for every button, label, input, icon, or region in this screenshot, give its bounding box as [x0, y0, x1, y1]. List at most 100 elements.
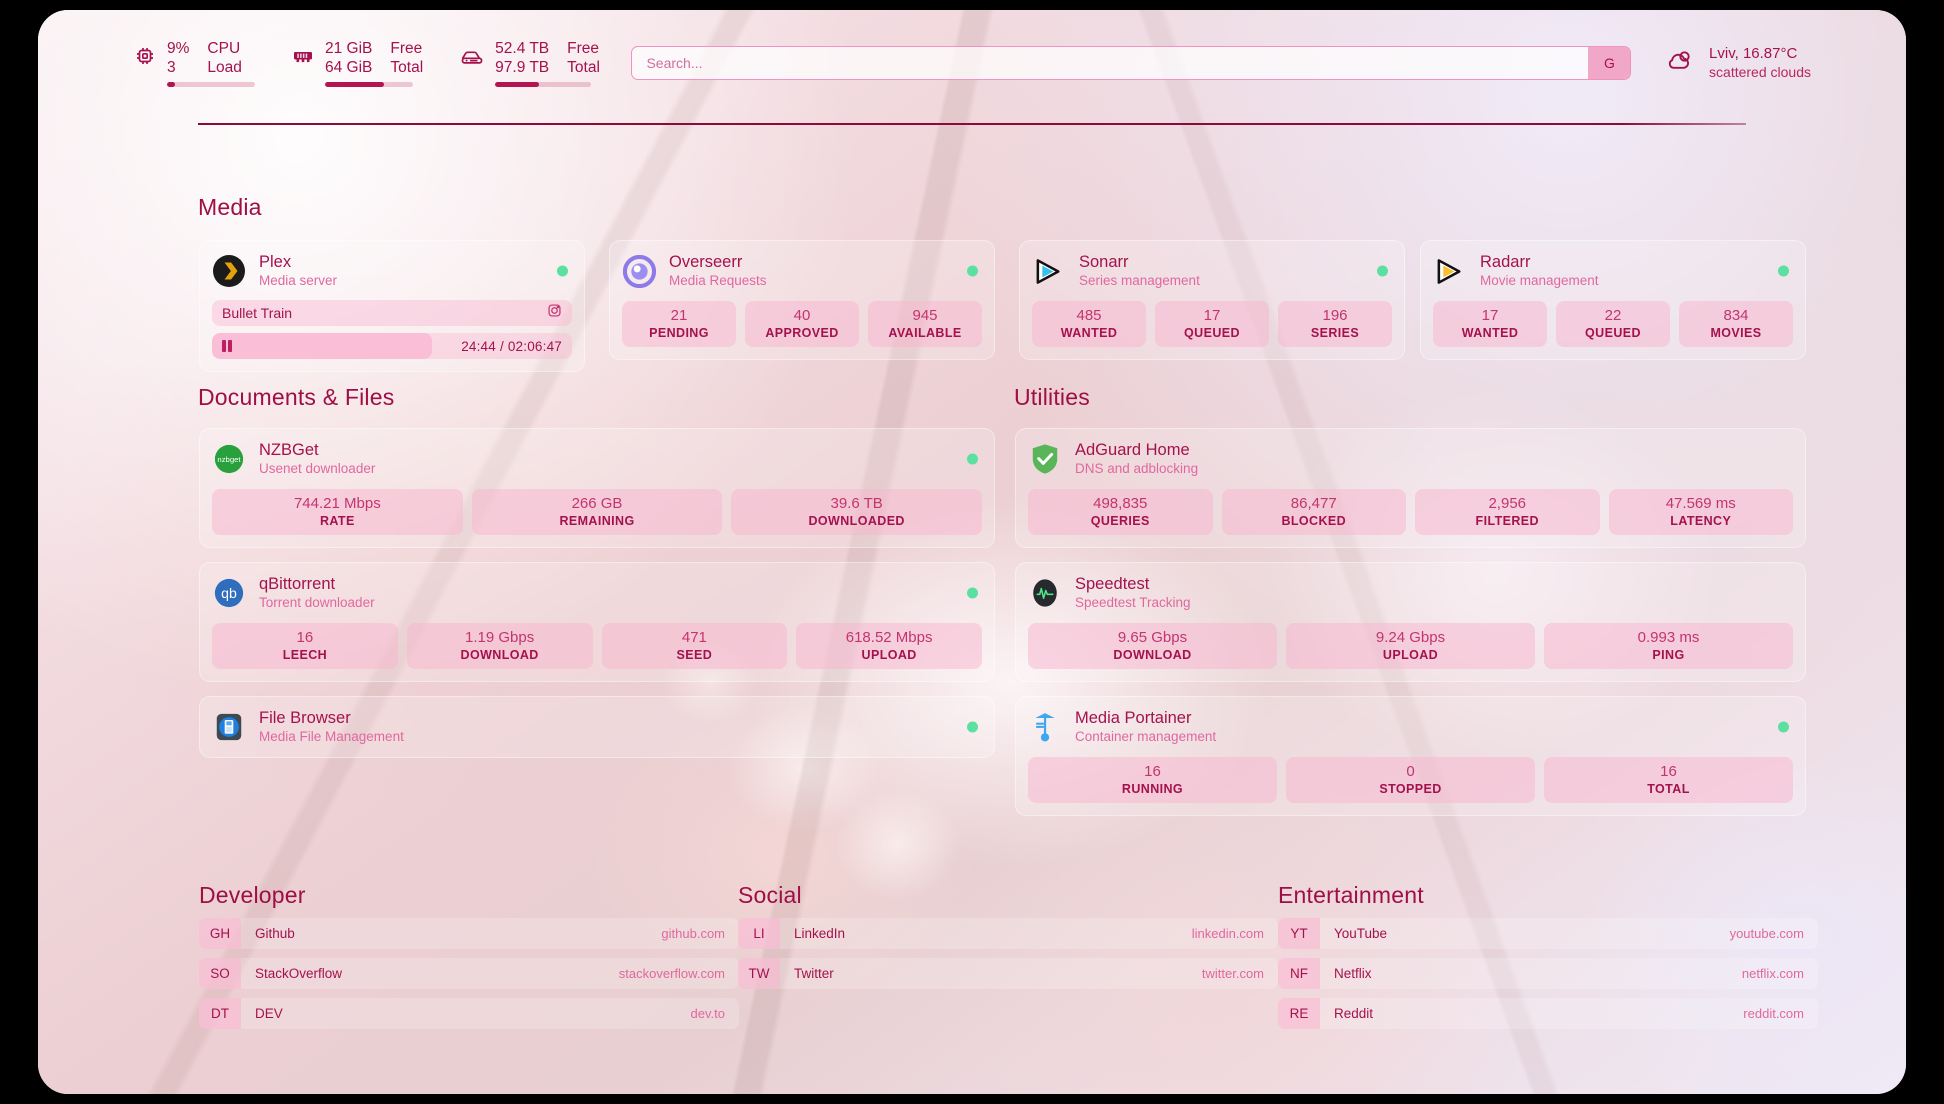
tile: 22 QUEUED: [1556, 301, 1670, 347]
nzbget-icon: nzbget: [212, 442, 246, 476]
tile-label: DOWNLOADED: [808, 514, 905, 528]
weather-location-temp: Lviv, 16.87°C: [1709, 45, 1798, 62]
disk-unit-line2: Total: [567, 59, 600, 76]
tile-value: 40: [793, 307, 811, 324]
svg-text:qb: qb: [221, 585, 237, 601]
card-overseerr-header: Overseerr Media Requests: [622, 252, 982, 290]
bookmark-badge: RE: [1278, 998, 1320, 1029]
card-speedtest[interactable]: Speedtest Speedtest Tracking 9.65 Gbps D…: [1015, 562, 1806, 682]
card-plex-header: Plex Media server: [212, 252, 572, 290]
tile-value: 945: [912, 307, 938, 324]
tile: 834 MOVIES: [1679, 301, 1793, 347]
bookmark-badge: LI: [738, 918, 780, 949]
card-nzbget-subtitle: Usenet downloader: [259, 461, 376, 476]
tile-value: 266 GB: [571, 495, 623, 512]
tile-value: 834: [1723, 307, 1749, 324]
tile: 17 WANTED: [1433, 301, 1547, 347]
tile-label: UPLOAD: [861, 648, 917, 662]
tile-value: 744.21 Mbps: [293, 495, 381, 512]
tile-value: 17: [1481, 307, 1499, 324]
tile: 196 SERIES: [1278, 301, 1392, 347]
card-file-browser[interactable]: File Browser Media File Management: [199, 696, 995, 758]
svg-text:nzbget: nzbget: [217, 455, 241, 464]
utilities-section-title: Utilities: [1014, 384, 1090, 410]
tile-label: PING: [1652, 648, 1685, 662]
list-item[interactable]: SO StackOverflow stackoverflow.com: [199, 958, 739, 989]
speedtest-icon: [1028, 576, 1062, 610]
card-radarr-header: Radarr Movie management: [1433, 252, 1793, 290]
tile-value: 618.52 Mbps: [845, 629, 933, 646]
search-area: G: [600, 46, 1663, 80]
tile-label: WANTED: [1060, 326, 1118, 340]
bookmark-name: LinkedIn: [794, 926, 846, 941]
pause-icon[interactable]: [222, 340, 232, 352]
card-qbittorrent-header: qb qBittorrent Torrent downloader: [212, 574, 982, 612]
bookmark-name: Github: [255, 926, 295, 941]
card-plex-subtitle: Media server: [259, 273, 338, 288]
bookmark-group-social: Social LI LinkedIn linkedin.com TW Twitt…: [738, 882, 1278, 989]
card-nzbget[interactable]: nzbget NZBGet Usenet downloader 744.21 M…: [199, 428, 995, 548]
tile-value: 16: [1144, 763, 1161, 780]
status-badge-plex: [557, 265, 568, 277]
bookmark-badge: NF: [1278, 958, 1320, 989]
card-adguard-home[interactable]: AdGuard Home DNS and adblocking 498,835 …: [1015, 428, 1806, 548]
card-sonarr[interactable]: Sonarr Series management 485 WANTED 17 Q…: [1019, 240, 1405, 360]
bookmark-url: netflix.com: [1741, 966, 1804, 981]
disk-free-value: 52.4 TB: [495, 40, 550, 57]
tile-value: 39.6 TB: [830, 495, 883, 512]
card-media-portainer[interactable]: Media Portainer Container management 16 …: [1015, 696, 1806, 816]
plex-now-playing-row: Bullet Train: [212, 300, 572, 326]
tile-label: STOPPED: [1379, 782, 1442, 796]
list-item[interactable]: YT YouTube youtube.com: [1278, 918, 1818, 949]
card-media-portainer-header: Media Portainer Container management: [1028, 708, 1793, 746]
tile-label: TOTAL: [1647, 782, 1690, 796]
stat-cpu: 9% 3 CPU Load: [133, 39, 255, 87]
bookmark-name: StackOverflow: [255, 966, 343, 981]
tile: 618.52 Mbps UPLOAD: [796, 623, 982, 669]
tile-label: MOVIES: [1710, 326, 1762, 340]
plex-progress-bar[interactable]: 24:44 / 02:06:47: [212, 333, 572, 359]
search-engine-button[interactable]: G: [1588, 47, 1631, 79]
list-item[interactable]: GH Github github.com: [199, 918, 739, 949]
tile-label: LEECH: [282, 648, 328, 662]
tile-value: 485: [1076, 307, 1102, 324]
bookmark-badge: TW: [738, 958, 780, 989]
card-plex[interactable]: Plex Media server Bullet Train: [199, 240, 585, 372]
card-radarr-subtitle: Movie management: [1480, 273, 1599, 288]
memory-unit-line1: Free: [390, 40, 423, 57]
tile: 16 LEECH: [212, 623, 398, 669]
bookmark-group-developer-title: Developer: [199, 882, 306, 908]
documents-section-title-wrap: Documents & Files: [198, 384, 394, 411]
list-item[interactable]: NF Netflix netflix.com: [1278, 958, 1818, 989]
list-item[interactable]: LI LinkedIn linkedin.com: [738, 918, 1278, 949]
tile: 9.65 Gbps DOWNLOAD: [1028, 623, 1277, 669]
list-item[interactable]: TW Twitter twitter.com: [738, 958, 1278, 989]
search-bar[interactable]: G: [631, 46, 1632, 80]
status-badge-sonarr: [1377, 265, 1388, 277]
weather-description: scattered clouds: [1709, 64, 1811, 80]
tile: 498,835 QUERIES: [1028, 489, 1213, 535]
list-item[interactable]: RE Reddit reddit.com: [1278, 998, 1818, 1029]
list-item[interactable]: DT DEV dev.to: [199, 998, 739, 1029]
card-radarr[interactable]: Radarr Movie management 17 WANTED 22 QUE…: [1420, 240, 1806, 360]
media-section-title: Media: [198, 194, 262, 220]
cpu-chip-icon: [133, 44, 157, 73]
tile-label: QUERIES: [1090, 514, 1150, 528]
card-overseerr-tiles: 21 PENDING 40 APPROVED 945 AVAILABLE: [622, 301, 982, 347]
bookmark-name: Reddit: [1334, 1006, 1374, 1021]
card-media-portainer-subtitle: Container management: [1075, 729, 1217, 744]
memory-total-value: 64 GiB: [325, 59, 373, 76]
bookmark-group-entertainment: Entertainment YT YouTube youtube.com NF …: [1278, 882, 1818, 1029]
cast-icon[interactable]: [547, 303, 562, 323]
card-overseerr[interactable]: Overseerr Media Requests 21 PENDING 40 A…: [609, 240, 995, 360]
search-input[interactable]: [632, 47, 1589, 79]
cpu-unit-line1: CPU: [207, 40, 241, 57]
weather-widget[interactable]: Lviv, 16.87°C scattered clouds: [1663, 44, 1811, 83]
tile-value: 16: [296, 629, 314, 646]
file-browser-icon: [212, 710, 246, 744]
plex-time-display: 24:44 / 02:06:47: [461, 339, 562, 354]
card-plex-name: Plex: [259, 253, 292, 271]
tile: 47.569 ms LATENCY: [1608, 489, 1793, 535]
card-qbittorrent[interactable]: qb qBittorrent Torrent downloader 16 LEE…: [199, 562, 995, 682]
bookmark-name: DEV: [255, 1006, 283, 1021]
